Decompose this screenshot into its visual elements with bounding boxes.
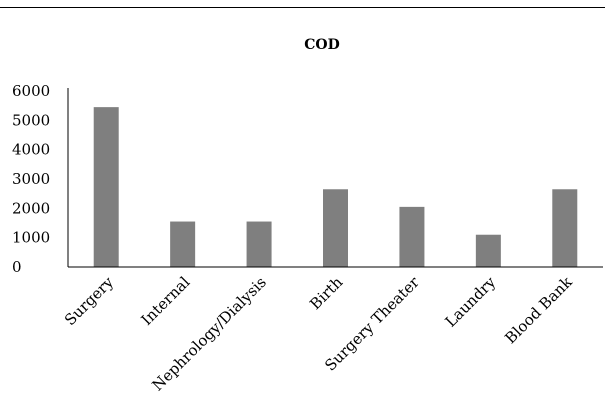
bars — [93, 107, 578, 267]
bar — [399, 206, 425, 267]
chart-title: COD — [304, 37, 339, 53]
bar — [323, 189, 348, 267]
x-tick-label: Surgery — [61, 273, 117, 329]
y-tick-label: 0 — [12, 258, 22, 276]
bar — [93, 107, 119, 267]
y-tick-label: 3000 — [12, 170, 50, 188]
bar — [552, 189, 578, 267]
top-divider-line — [0, 7, 605, 8]
x-tick-label: Blood Bank — [501, 272, 576, 347]
y-tick-label: 5000 — [12, 111, 50, 129]
y-tick-label: 6000 — [12, 82, 50, 100]
y-tick-label: 2000 — [12, 199, 50, 217]
y-tick-label: 1000 — [12, 229, 50, 247]
bar — [170, 221, 196, 267]
x-tick-label: Birth — [306, 273, 346, 313]
bar — [475, 234, 501, 267]
y-axis-ticks: 0 1000 2000 3000 4000 5000 6000 — [12, 82, 50, 276]
y-tick-label: 4000 — [12, 141, 50, 159]
bar — [246, 221, 272, 267]
x-tick-label: Internal — [138, 273, 194, 329]
x-tick-label: Laundry — [442, 273, 500, 331]
